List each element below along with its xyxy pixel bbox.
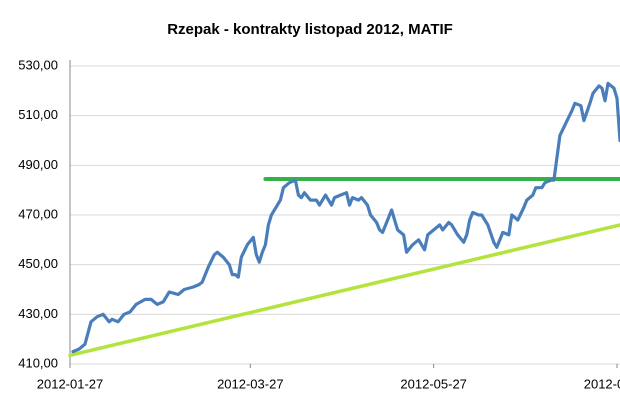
x-tick-label: 2012-03-27 [217, 376, 284, 391]
y-tick-label: 510,00 [18, 107, 58, 122]
y-tick-label: 410,00 [18, 355, 58, 370]
y-tick-label: 530,00 [18, 57, 58, 72]
series-line [68, 223, 620, 358]
chart-title: Rzepak - kontrakty listopad 2012, MATIF [167, 21, 453, 38]
x-tick-label: 2012-07-27 [584, 376, 620, 391]
series-line [71, 81, 620, 354]
y-tick-label: 490,00 [18, 157, 58, 172]
x-tick-label: 2012-05-27 [400, 376, 467, 391]
y-tick-label: 470,00 [18, 206, 58, 221]
y-tick-label: 430,00 [18, 306, 58, 321]
y-tick-label: 450,00 [18, 256, 58, 271]
x-tick-label: 2012-01-27 [37, 376, 104, 391]
